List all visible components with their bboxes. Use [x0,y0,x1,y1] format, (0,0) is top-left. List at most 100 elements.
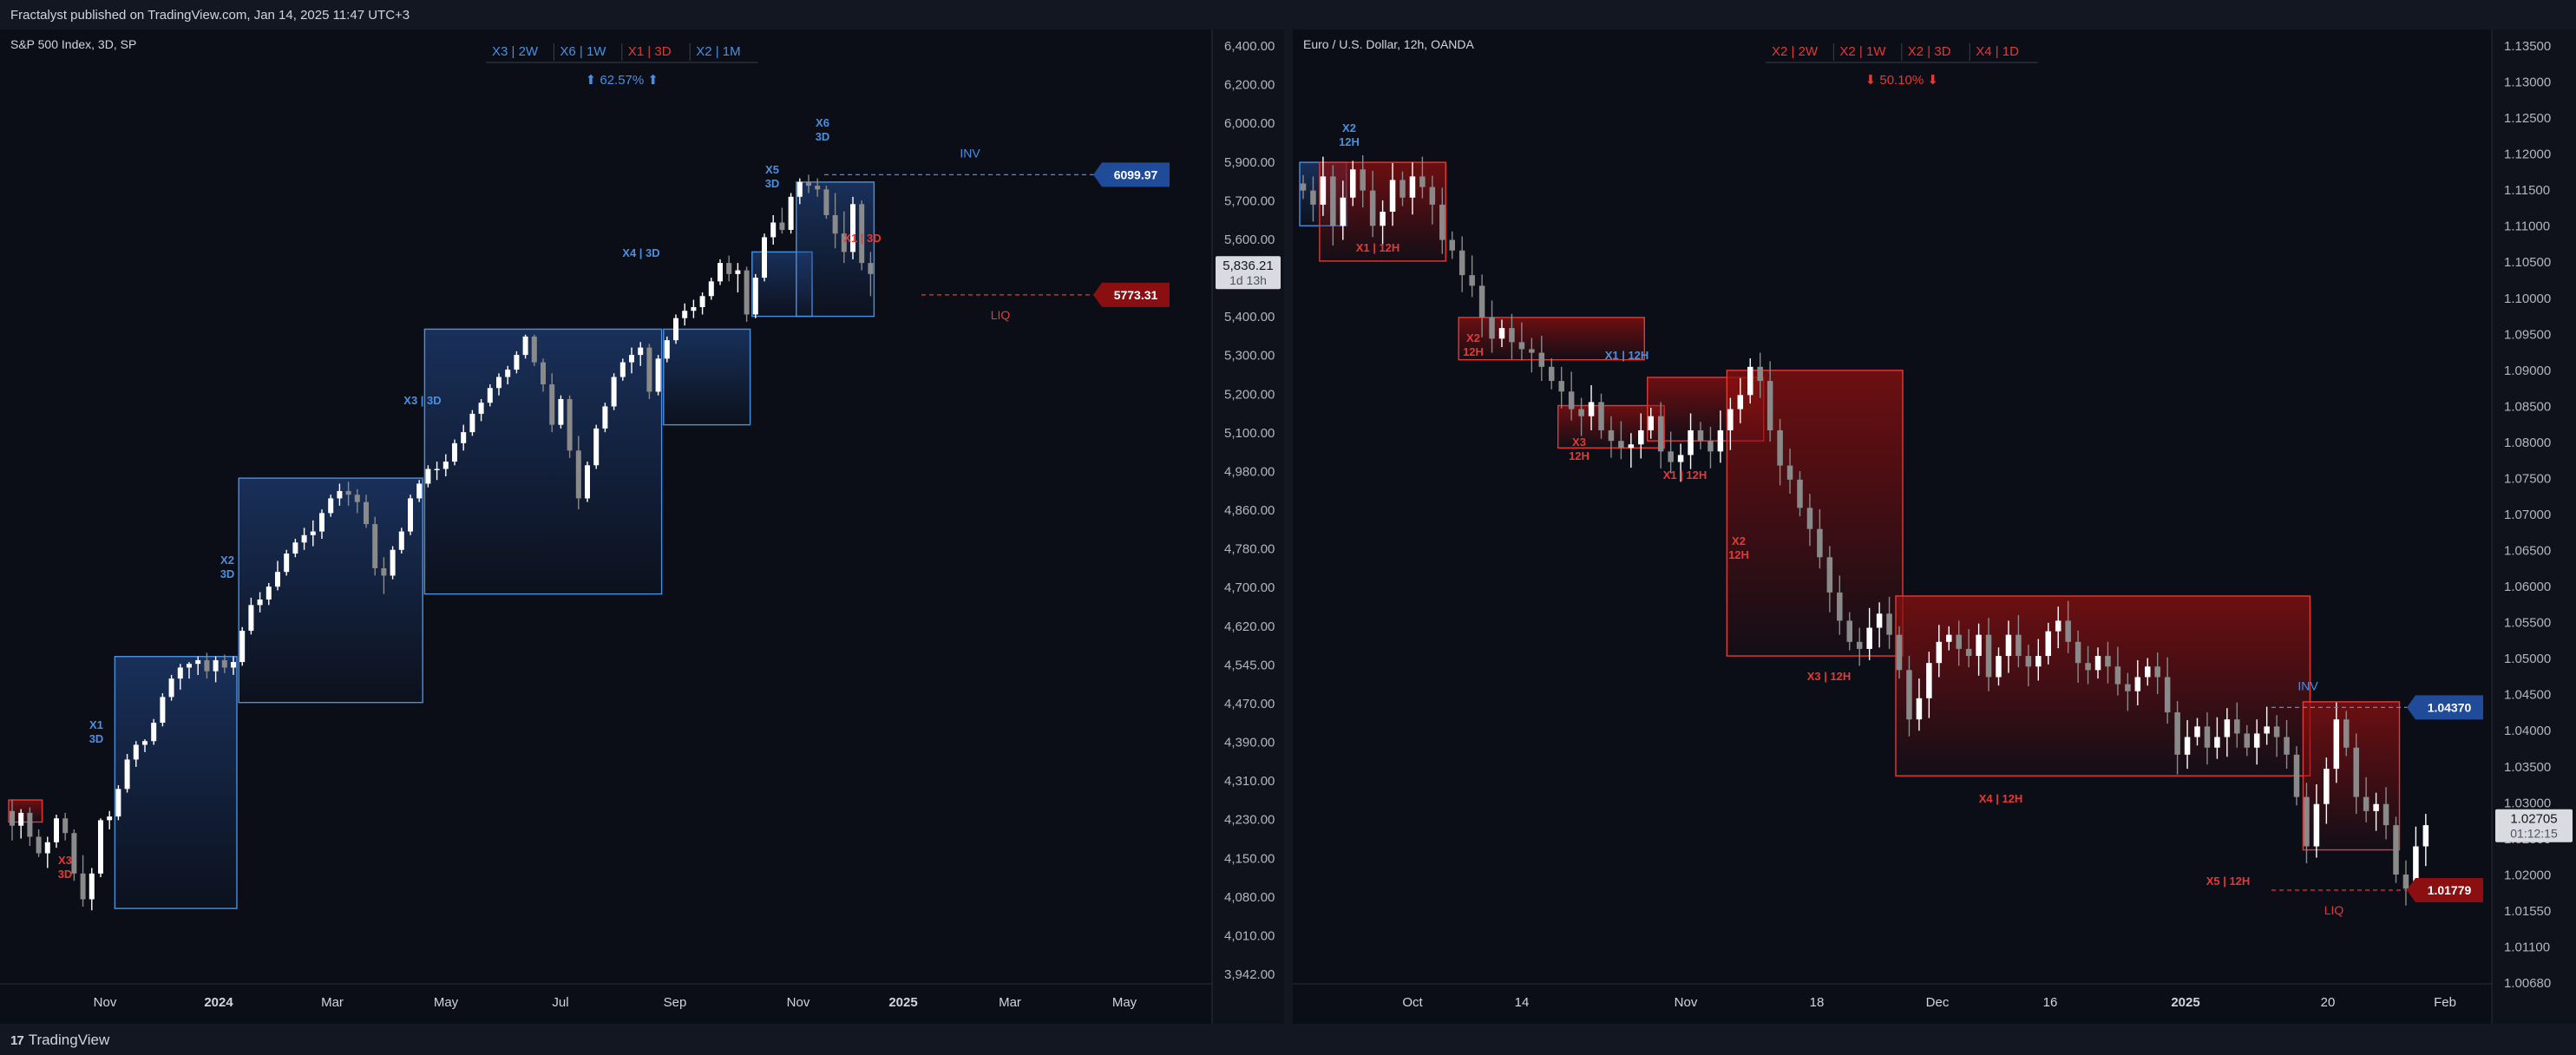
candle-bearish [1956,634,1962,649]
candle-bearish [1886,613,1892,635]
last-price: 5,836.21 [1222,259,1273,273]
candle-bullish [708,281,714,297]
candle-bullish [1409,176,1416,198]
candle-bullish [1727,409,1734,430]
brand-label: TradingView [28,1032,110,1048]
last-price-tag [2495,809,2573,842]
y-tick-label: 5,400.00 [1224,310,1275,324]
candle-bullish [1677,455,1684,462]
candle-bullish [2005,634,2012,657]
candle-bearish [1369,190,1376,226]
candle-bullish [664,340,670,359]
fractal-label: X1 | 12H [1356,241,1400,254]
eurusd-chart-panel[interactable]: Euro / U.S. Dollar, 12h, OANDA 1.13500 1.1… [1293,29,2576,1024]
candle-bearish [1469,275,1475,286]
candle-bullish [2253,733,2260,748]
candle-bearish [549,384,555,425]
candle-bearish [2363,796,2370,811]
candle-bearish [1458,250,1465,276]
candle-bearish [806,181,811,187]
candle-bullish [1946,634,1952,642]
candle-bullish [461,432,467,443]
candle-bullish [691,306,697,311]
candle-bullish [2413,846,2419,889]
candle-bearish [2402,875,2409,889]
fractal-label: X1 | 12H [1663,469,1708,482]
candle-bearish [531,336,537,363]
y-tick-label: 1.13000 [2504,75,2551,90]
fractal-label: X2 [1342,121,1356,134]
candle-bearish [1538,352,1545,367]
candle-bearish [1985,634,1992,678]
footer-bar: 17 TradingView [0,1024,2576,1055]
candle-bearish [1896,634,1903,671]
candle-bullish [319,513,324,532]
candle-bearish [1608,429,1615,442]
y-tick-label: 3,942.00 [1224,967,1275,982]
tradingview-brand[interactable]: 17 TradingView [10,1032,109,1049]
candle-bearish [1529,349,1535,353]
y-tick-label: 1.11000 [2504,220,2550,234]
y-tick-label: 1.08500 [2504,399,2551,414]
header-bar: Fractalyst published on TradingView.com,… [0,0,2576,29]
candle-bullish [425,469,431,484]
candle-bearish [2025,656,2032,667]
y-tick-label: 1.00680 [2504,976,2551,991]
spx-chart-panel[interactable]: S&P 500 Index, 3D, SP 6,400.00 6,200.00 6,0… [0,29,1284,1024]
candle-bearish [62,818,69,834]
fractal-label: X4 | 3D [622,246,659,259]
y-tick-label: 1.10000 [2504,292,2551,306]
candle-bullish [496,377,501,389]
y-tick-label: 1.01100 [2504,940,2550,954]
y-tick-label: 4,310.00 [1224,774,1275,789]
candle-bearish [567,398,573,451]
y-tick-label: 5,200.00 [1224,387,1275,402]
candle-bullish [2224,719,2231,737]
candle-bearish [80,873,86,900]
fractal-label-sub: 3D [765,177,780,190]
candle-bearish [1708,441,1714,452]
y-tick-label: 1.03000 [2504,796,2551,810]
candle-bullish [602,406,608,429]
candle-bullish [1737,395,1744,410]
candle-bullish [1628,444,1635,449]
x-tick-label: Nov [787,995,810,1010]
y-tick-label: 1.10500 [2504,255,2551,270]
x-tick-label: 2025 [888,995,917,1010]
candle-bullish [1340,197,1347,226]
candle-bullish [585,465,590,499]
price-axis-background [1212,29,1284,1024]
candle-bearish [10,810,15,826]
candle-bullish [2094,656,2101,671]
x-tick-label: Nov [94,995,117,1010]
candle-bullish [1936,641,1943,664]
candle-bullish [796,181,803,197]
candle-bearish [1419,176,1426,187]
candle-bullish [124,759,130,790]
charts-canvas[interactable]: S&P 500 Index, 3D, SP 6,400.00 6,200.00 6,0… [0,29,2576,1024]
x-tick-label: Jul [552,995,568,1010]
candle-bullish [434,469,440,471]
candle-bullish [88,873,95,900]
x-tick-label: 16 [2043,995,2058,1010]
timeframe-badge: X6 | 1W [560,44,606,59]
fractal-label: X1 [89,718,103,731]
candle-bullish [655,358,661,392]
y-tick-label: 1.12000 [2504,147,2551,162]
y-tick-label: 1.08000 [2504,436,2551,450]
candle-bearish [1846,620,1852,642]
candle-bearish [1568,391,1575,410]
candle-bearish [2125,684,2131,691]
candle-bullish [611,377,617,407]
candle-bullish [2184,737,2191,755]
y-tick-label: 5,100.00 [1224,426,1275,441]
candle-bullish [1866,627,1872,649]
candle-bearish [2174,712,2180,755]
fractal-zone-bull [663,328,751,426]
candle-bullish [1320,176,1327,205]
y-tick-label: 1.05500 [2504,616,2551,631]
candle-bullish [735,270,741,274]
candle-bullish [257,600,263,606]
candle-bearish [1856,641,1863,649]
fractal-label: X3 | 3D [403,394,441,407]
